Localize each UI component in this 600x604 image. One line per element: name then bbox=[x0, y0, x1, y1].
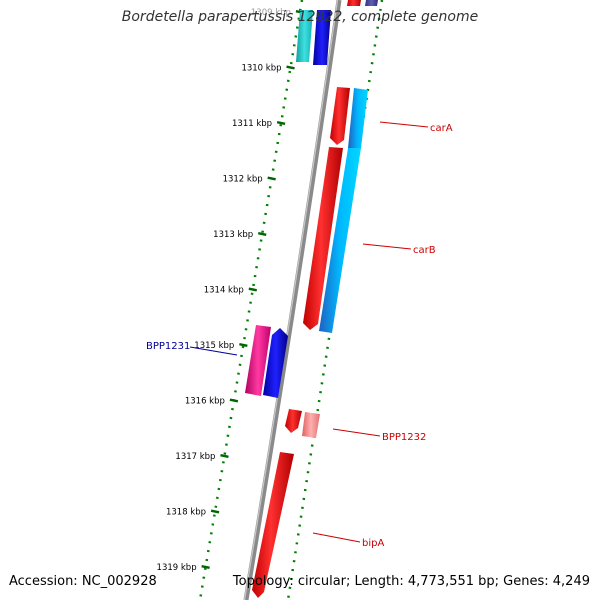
outer-track-guide bbox=[198, 0, 304, 601]
gene-navy-top bbox=[365, 0, 378, 6]
accession-text: Accession: NC_002928 bbox=[9, 574, 157, 589]
bipa-leader bbox=[312, 532, 361, 543]
tick-mark bbox=[220, 453, 229, 459]
gene-red-carb bbox=[303, 147, 343, 330]
tick-marks bbox=[201, 9, 305, 570]
tick-mark bbox=[276, 120, 286, 126]
gene-label-carb: carB bbox=[413, 245, 436, 256]
tick-label: 1312 kbp bbox=[223, 175, 263, 185]
gene-blue-mid bbox=[263, 328, 288, 398]
tick-label: 1311 kbp bbox=[232, 119, 272, 129]
tick-mark bbox=[267, 176, 276, 181]
bpp1232-leader bbox=[332, 428, 381, 437]
topology-summary: Topology: circular; Length: 4,773,551 bp… bbox=[232, 574, 590, 589]
tick-label: 1318 kbp bbox=[166, 508, 206, 518]
tick-mark bbox=[286, 65, 295, 70]
genome-backbone-highlight bbox=[243, 0, 339, 601]
tick-mark bbox=[248, 287, 258, 292]
tick-label: 1314 kbp bbox=[204, 286, 244, 296]
genome-backbone bbox=[243, 0, 342, 601]
gene-red-top bbox=[347, 0, 361, 6]
gene-blue-top bbox=[313, 10, 331, 65]
gene-magenta bbox=[245, 325, 271, 396]
tick-label: 1319 kbp bbox=[157, 563, 197, 573]
gene-cyan-carb bbox=[319, 148, 361, 333]
tick-mark bbox=[239, 342, 248, 348]
tick-label: 1313 kbp bbox=[213, 230, 253, 240]
gene-label-bpp1231: BPP1231 bbox=[146, 341, 190, 352]
tick-labels: 1309 kbp 1310 kbp 1311 kbp 1312 kbp 1313 kbp… bbox=[157, 8, 291, 573]
tick-mark bbox=[210, 509, 220, 514]
map-title: Bordetella parapertussis 12822, complete… bbox=[121, 9, 479, 25]
gene-red-cara bbox=[330, 87, 350, 145]
tick-label: 1316 kbp bbox=[185, 397, 225, 407]
gene-red-bipa bbox=[252, 452, 294, 598]
gene-cyan-cara bbox=[348, 88, 368, 148]
gene-label-bipa: bipA bbox=[362, 538, 384, 549]
tick-mark bbox=[201, 564, 210, 570]
gene-teal bbox=[296, 10, 313, 62]
cara-leader bbox=[379, 121, 429, 128]
tick-label: 1309 kbp bbox=[251, 8, 291, 18]
tick-mark bbox=[257, 231, 267, 237]
gene-label-bpp1232: BPP1232 bbox=[382, 432, 426, 443]
gene-label-cara: carA bbox=[430, 123, 453, 134]
tick-label: 1317 kbp bbox=[175, 452, 215, 462]
gene-pink bbox=[302, 412, 320, 438]
gene-red-small bbox=[285, 409, 302, 433]
tick-label: 1315 kbp bbox=[194, 341, 234, 351]
bpp1231-leader bbox=[189, 346, 238, 356]
carb-leader bbox=[362, 243, 412, 250]
tick-mark bbox=[229, 398, 239, 403]
tick-label: 1310 kbp bbox=[241, 64, 281, 74]
